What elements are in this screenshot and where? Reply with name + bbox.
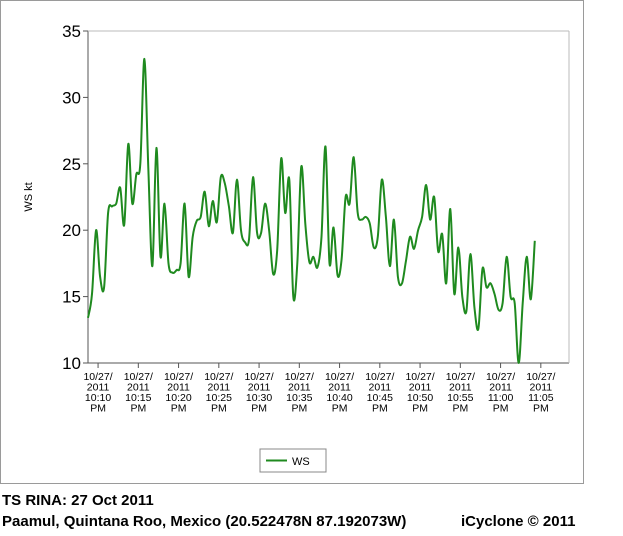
y-tick-label: 20 — [62, 221, 81, 240]
x-tick-label: 10/27/2011 11:00 PM — [486, 371, 515, 415]
legend-box — [259, 448, 327, 473]
x-tick-label: 10/27/2011 10:40 PM — [325, 371, 354, 415]
x-tick-label: 10/27/2011 10:55 PM — [446, 371, 475, 415]
x-tick-label: 10/27/2011 10:50 PM — [405, 371, 434, 415]
y-axis-label: WS kt — [23, 182, 35, 211]
x-tick-label: 10/27/2011 10:25 PM — [204, 371, 233, 415]
y-tick-label: 35 — [62, 22, 81, 41]
x-tick-label: 10/27/2011 10:10 PM — [83, 371, 112, 415]
series-line-ws — [87, 57, 536, 364]
y-tick-label: 25 — [62, 155, 81, 174]
y-tick-label: 15 — [62, 288, 81, 307]
x-tick-label: 10/27/2011 10:20 PM — [164, 371, 193, 415]
x-tick-label: 10/27/2011 10:35 PM — [285, 371, 314, 415]
x-tick-label: 10/27/2011 10:15 PM — [124, 371, 153, 415]
y-tick-label: 30 — [62, 88, 81, 107]
location-caption: Paamul, Quintana Roo, Mexico (20.522478N… — [2, 513, 407, 530]
chart-frame: 10 15 20 25 30 35 WS kt 10/27/2011 10:10 PM 10/27/… — [0, 0, 584, 484]
line-chart: 10 15 20 25 30 35 WS kt 10/27/2011 10:10 PM 10/27/… — [23, 22, 570, 473]
x-tick-label: 10/27/2011 11:05 PM — [526, 371, 555, 415]
x-tick-label: 10/27/2011 10:30 PM — [244, 371, 273, 415]
x-tick-label: 10/27/2011 10:45 PM — [365, 371, 394, 415]
credit-caption: iCyclone © 2011 — [461, 513, 576, 530]
y-tick-label: 10 — [62, 354, 81, 373]
legend-label: WS — [292, 456, 310, 468]
storm-caption: TS RINA: 27 Oct 2011 — [2, 492, 154, 509]
